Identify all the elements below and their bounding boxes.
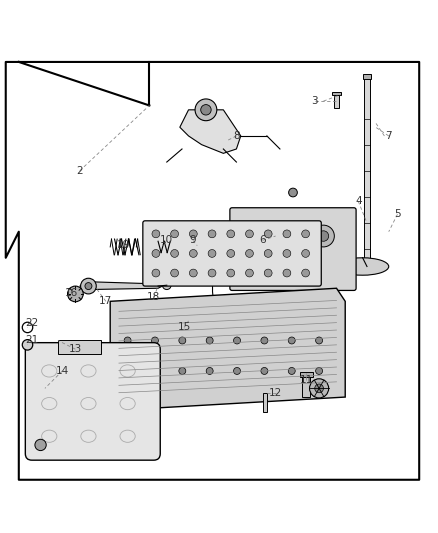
Polygon shape bbox=[110, 288, 345, 410]
Circle shape bbox=[243, 225, 265, 247]
Text: 12: 12 bbox=[269, 387, 282, 398]
Circle shape bbox=[124, 367, 131, 375]
Circle shape bbox=[318, 231, 328, 241]
Text: 14: 14 bbox=[56, 366, 69, 376]
Circle shape bbox=[283, 269, 291, 277]
Circle shape bbox=[289, 188, 297, 197]
FancyBboxPatch shape bbox=[25, 343, 160, 460]
Circle shape bbox=[246, 269, 253, 277]
Circle shape bbox=[206, 337, 213, 344]
Bar bbox=[302, 373, 311, 397]
Circle shape bbox=[233, 367, 240, 375]
Bar bbox=[332, 92, 341, 95]
Circle shape bbox=[261, 367, 268, 375]
Circle shape bbox=[278, 225, 300, 247]
Circle shape bbox=[81, 278, 96, 294]
Text: 4: 4 bbox=[355, 196, 362, 206]
Text: 3: 3 bbox=[311, 96, 318, 106]
Circle shape bbox=[22, 340, 33, 350]
Text: 5: 5 bbox=[394, 209, 401, 219]
Text: 18: 18 bbox=[147, 292, 160, 302]
Text: 17: 17 bbox=[99, 296, 113, 306]
Circle shape bbox=[315, 384, 323, 393]
Circle shape bbox=[35, 439, 46, 450]
Circle shape bbox=[264, 249, 272, 257]
Circle shape bbox=[310, 379, 328, 398]
Circle shape bbox=[206, 367, 213, 375]
Text: 21: 21 bbox=[25, 335, 39, 345]
Circle shape bbox=[288, 337, 295, 344]
Circle shape bbox=[85, 282, 92, 289]
Circle shape bbox=[249, 231, 259, 241]
Bar bbox=[182, 310, 195, 329]
Text: 8: 8 bbox=[233, 131, 240, 141]
Circle shape bbox=[152, 249, 160, 257]
Circle shape bbox=[264, 269, 272, 277]
Circle shape bbox=[316, 337, 322, 344]
Circle shape bbox=[179, 337, 186, 344]
Bar bbox=[334, 94, 339, 108]
Circle shape bbox=[233, 337, 240, 344]
Circle shape bbox=[195, 99, 217, 120]
Circle shape bbox=[283, 249, 291, 257]
FancyBboxPatch shape bbox=[143, 221, 321, 286]
Text: 6: 6 bbox=[259, 236, 266, 245]
Circle shape bbox=[152, 367, 159, 375]
Circle shape bbox=[208, 269, 216, 277]
Circle shape bbox=[302, 269, 310, 277]
Circle shape bbox=[189, 230, 197, 238]
Bar bbox=[364, 75, 370, 266]
Circle shape bbox=[201, 104, 211, 115]
Text: 16: 16 bbox=[64, 288, 78, 297]
Circle shape bbox=[189, 249, 197, 257]
Circle shape bbox=[246, 230, 253, 238]
Circle shape bbox=[264, 230, 272, 238]
Circle shape bbox=[227, 249, 235, 257]
Circle shape bbox=[302, 249, 310, 257]
Circle shape bbox=[261, 337, 268, 344]
Circle shape bbox=[246, 249, 253, 257]
Bar bbox=[262, 393, 267, 413]
Circle shape bbox=[227, 230, 235, 238]
Text: 22: 22 bbox=[25, 318, 39, 328]
Text: 10: 10 bbox=[160, 236, 173, 245]
Text: 9: 9 bbox=[190, 236, 196, 245]
Circle shape bbox=[171, 230, 179, 238]
Circle shape bbox=[283, 230, 291, 238]
Polygon shape bbox=[180, 110, 241, 154]
Circle shape bbox=[208, 249, 216, 257]
Circle shape bbox=[162, 281, 171, 289]
Circle shape bbox=[152, 337, 159, 344]
Text: 13: 13 bbox=[69, 344, 82, 354]
Circle shape bbox=[152, 230, 160, 238]
Circle shape bbox=[189, 269, 197, 277]
Circle shape bbox=[283, 231, 294, 241]
Circle shape bbox=[208, 230, 216, 238]
Polygon shape bbox=[80, 282, 162, 289]
Circle shape bbox=[179, 367, 186, 375]
Circle shape bbox=[67, 286, 83, 302]
Bar bbox=[300, 372, 313, 377]
Circle shape bbox=[227, 269, 235, 277]
Text: 2: 2 bbox=[76, 166, 83, 176]
Bar bbox=[363, 74, 371, 79]
Circle shape bbox=[171, 269, 179, 277]
FancyBboxPatch shape bbox=[230, 208, 356, 290]
Circle shape bbox=[152, 269, 160, 277]
Text: 11: 11 bbox=[300, 375, 313, 385]
Circle shape bbox=[171, 249, 179, 257]
Circle shape bbox=[288, 367, 295, 375]
Bar bbox=[58, 341, 102, 353]
Circle shape bbox=[124, 337, 131, 344]
Ellipse shape bbox=[336, 258, 389, 275]
Circle shape bbox=[313, 225, 334, 247]
Circle shape bbox=[316, 367, 322, 375]
Text: 15: 15 bbox=[177, 322, 191, 333]
Circle shape bbox=[302, 230, 310, 238]
Text: 7: 7 bbox=[385, 131, 392, 141]
Text: 19: 19 bbox=[117, 240, 130, 250]
Bar bbox=[181, 306, 196, 311]
